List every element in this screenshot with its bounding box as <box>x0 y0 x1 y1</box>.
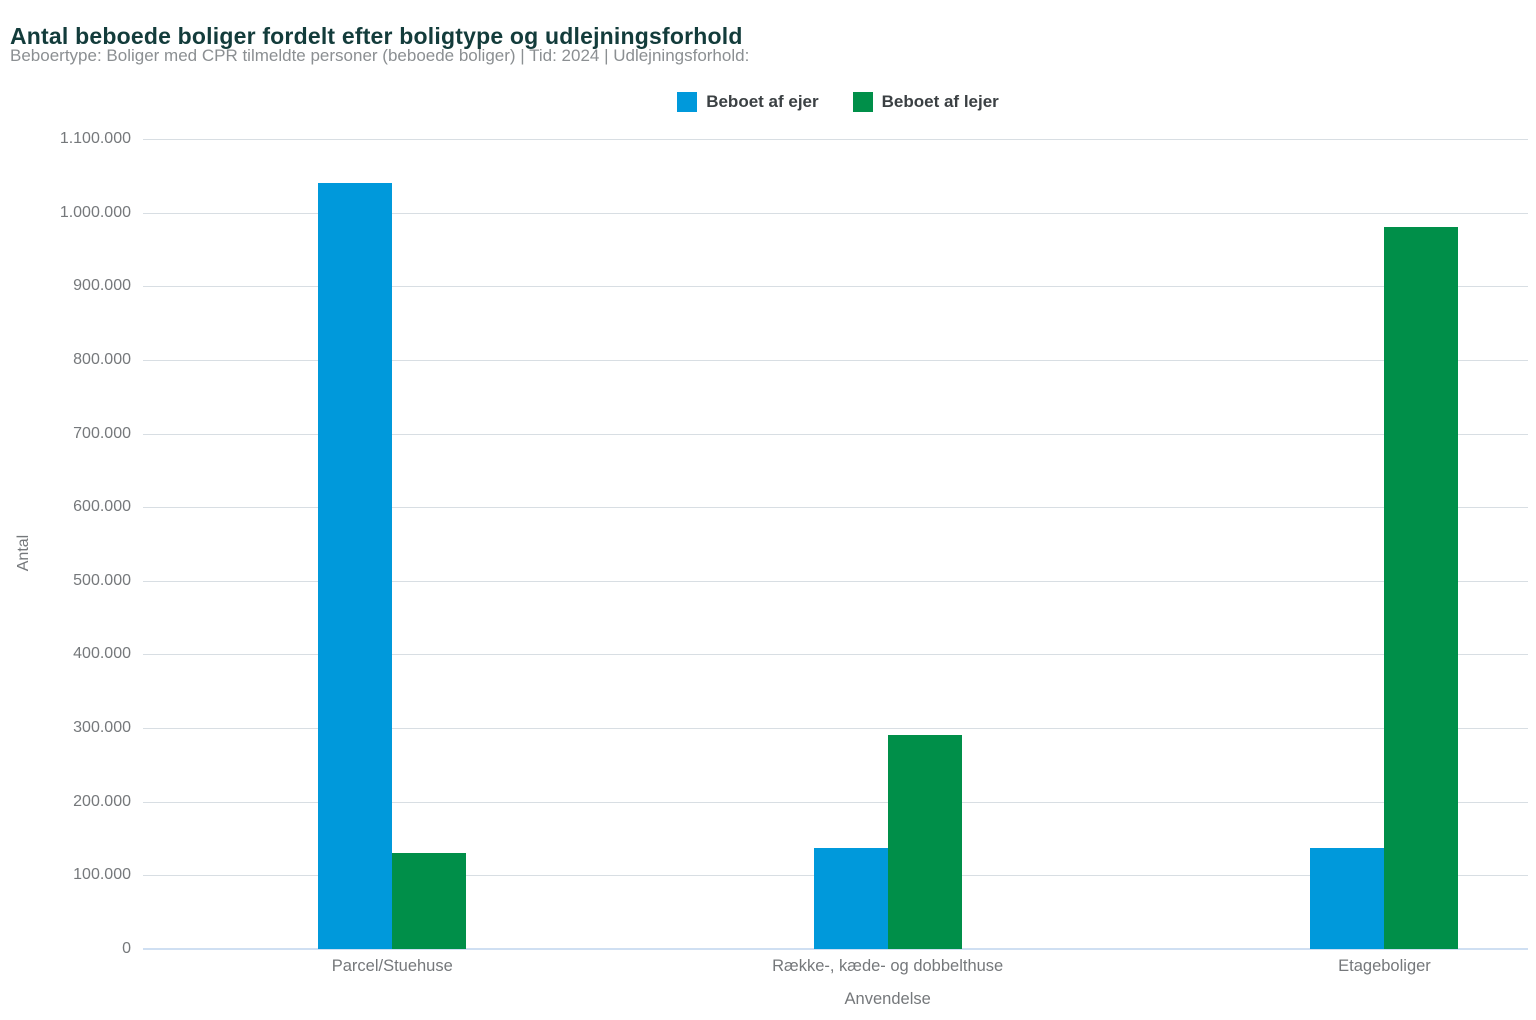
gridline <box>143 801 1528 803</box>
legend: Beboet af ejer Beboet af lejer <box>148 92 1528 112</box>
bar-lejer-category-2[interactable] <box>888 735 962 949</box>
gridline <box>143 359 1528 361</box>
gridline <box>143 212 1528 214</box>
bar-lejer-category-1[interactable] <box>392 853 466 949</box>
x-axis-title: Anvendelse <box>844 990 931 1008</box>
bar-lejer-category-3[interactable] <box>1384 227 1458 949</box>
chart-subtitle: Beboertype: Boliger med CPR tilmeldte pe… <box>10 46 750 65</box>
y-tick-label: 200.000 <box>73 792 131 810</box>
y-tick-label: 400.000 <box>73 645 131 663</box>
legend-label: Beboet af lejer <box>881 92 999 111</box>
x-category-label: Parcel/Stuehuse <box>331 957 453 975</box>
y-tick-label: 1.100.000 <box>59 130 131 147</box>
y-tick-label: 900.000 <box>73 277 131 295</box>
gridline <box>143 507 1528 509</box>
x-category-label: Etageboliger <box>1338 957 1431 975</box>
y-axis-title: Antal <box>15 534 33 572</box>
gridline <box>143 286 1528 288</box>
gridline <box>143 654 1528 656</box>
x-axis-baseline <box>143 948 1528 950</box>
y-tick-label: 800.000 <box>73 350 131 368</box>
gridline <box>143 728 1528 730</box>
plot-area: Anvendelse 0 100.000 200.000 300.000 400.000… <box>60 130 1528 1008</box>
gridline <box>143 580 1528 582</box>
y-tick-label: 0 <box>122 940 131 957</box>
legend-label: Beboet af ejer <box>706 92 819 111</box>
chart-title: Antal beboede boliger fordelt efter boli… <box>10 23 743 50</box>
bar-ejer-category-3[interactable] <box>1310 848 1384 949</box>
legend-item-lejer[interactable]: Beboet af lejer <box>852 92 999 112</box>
gridline <box>143 139 1528 140</box>
bar-ejer-category-2[interactable] <box>814 848 888 949</box>
bar-ejer-category-1[interactable] <box>318 183 392 949</box>
legend-swatch-icon <box>677 92 698 112</box>
y-tick-label: 700.000 <box>73 424 131 442</box>
legend-item-ejer[interactable]: Beboet af ejer <box>677 92 819 112</box>
y-tick-label: 100.000 <box>73 866 131 884</box>
y-tick-label: 300.000 <box>73 719 131 737</box>
x-category-label: Række-, kæde- og dobbelthuse <box>772 957 1004 975</box>
y-tick-label: 1.000.000 <box>59 203 131 221</box>
y-tick-label: 500.000 <box>73 571 131 589</box>
legend-swatch-icon <box>852 92 873 112</box>
gridline <box>143 433 1528 435</box>
y-tick-label: 600.000 <box>73 498 131 516</box>
